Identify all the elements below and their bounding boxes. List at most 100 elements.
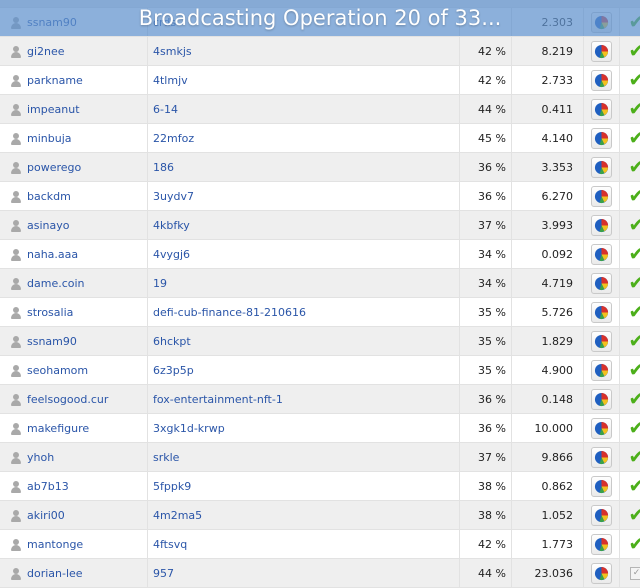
- pie-chart-button[interactable]: [591, 301, 612, 323]
- permlink-link[interactable]: 19: [153, 276, 167, 290]
- pie-chart-button[interactable]: [591, 272, 612, 294]
- checkmark-icon: ✔: [629, 330, 640, 352]
- pie-chart-button[interactable]: [591, 156, 612, 178]
- value-cell: 4.719: [511, 268, 584, 298]
- pie-chart-button[interactable]: [591, 214, 612, 236]
- pie-chart-button[interactable]: [591, 98, 612, 120]
- pie-chart-button[interactable]: [591, 475, 612, 497]
- user-cell: dorian-lee: [0, 558, 148, 588]
- pie-cell: [583, 152, 620, 182]
- user-link[interactable]: minbuja: [27, 131, 72, 145]
- percent-cell: 38 %: [459, 471, 512, 501]
- checkmark-icon: ✔: [629, 69, 640, 91]
- pie-chart-button[interactable]: [591, 185, 612, 207]
- user-link[interactable]: gi2nee: [27, 44, 65, 58]
- pie-chart-button[interactable]: [591, 359, 612, 381]
- table-row: seohamom 6z3p5p 35 %4.900 ✔: [0, 355, 640, 385]
- permlink-link[interactable]: 4vygj6: [153, 247, 191, 261]
- user-link[interactable]: parkname: [27, 73, 83, 87]
- permlink-link[interactable]: defi-cub-finance-81-210616: [153, 305, 306, 319]
- checkmark-icon: ✔: [629, 98, 640, 120]
- user-link[interactable]: ssnam90: [27, 334, 77, 348]
- user-link[interactable]: yhoh: [27, 450, 55, 464]
- pie-chart-icon: [594, 73, 609, 87]
- percent-cell: 44 %: [459, 94, 512, 124]
- pie-chart-button[interactable]: [591, 446, 612, 468]
- user-cell: impeanut: [0, 94, 148, 124]
- user-link[interactable]: naha.aaa: [27, 247, 79, 261]
- percent-cell: 36 %: [459, 152, 512, 182]
- user-cell: seohamom: [0, 355, 148, 385]
- status-cell: ✔: [619, 413, 640, 443]
- status-cell: ✓: [619, 558, 640, 588]
- pie-chart-icon: [594, 218, 609, 232]
- pie-chart-button[interactable]: [591, 388, 612, 410]
- status-cell: ✔: [619, 65, 640, 95]
- user-link[interactable]: backdm: [27, 189, 71, 203]
- user-link[interactable]: feelsogood.cur: [27, 392, 109, 406]
- user-link[interactable]: powerego: [27, 160, 82, 174]
- percent-cell: 37 %: [459, 210, 512, 240]
- value-cell: 0.862: [511, 471, 584, 501]
- user-link[interactable]: dorian-lee: [27, 566, 83, 580]
- permlink-link[interactable]: 186: [153, 160, 174, 174]
- permlink-link[interactable]: 957: [153, 566, 174, 580]
- status-cell: ✔: [619, 181, 640, 211]
- user-link[interactable]: ab7b13: [27, 479, 69, 493]
- user-link[interactable]: mantonge: [27, 537, 84, 551]
- user-icon: [10, 45, 22, 58]
- pie-chart-button[interactable]: [591, 504, 612, 526]
- pie-chart-button[interactable]: [591, 127, 612, 149]
- user-link[interactable]: seohamom: [27, 363, 89, 377]
- permlink-link[interactable]: 5fppk9: [153, 479, 192, 493]
- checkmark-icon: ✔: [629, 243, 640, 265]
- status-cell: ✔: [619, 36, 640, 66]
- permlink-link[interactable]: 4ftsvq: [153, 537, 188, 551]
- user-icon: [10, 277, 22, 290]
- permlink-link[interactable]: srkle: [153, 450, 180, 464]
- status-cell: ✔: [619, 442, 640, 472]
- pie-chart-button[interactable]: [591, 417, 612, 439]
- status-cell: ✔: [619, 355, 640, 385]
- permlink-link[interactable]: 4m2ma5: [153, 508, 203, 522]
- status-cell: ✔: [619, 384, 640, 414]
- pie-chart-button[interactable]: [591, 533, 612, 555]
- user-cell: ab7b13: [0, 471, 148, 501]
- table-row: minbuja 22mfoz 45 %4.140 ✔: [0, 123, 640, 153]
- user-link[interactable]: akiri00: [27, 508, 65, 522]
- permlink-link[interactable]: 6-14: [153, 102, 178, 116]
- user-link[interactable]: makefigure: [27, 421, 90, 435]
- value-cell: 1.829: [511, 326, 584, 356]
- permlink-link[interactable]: fox-entertainment-nft-1: [153, 392, 283, 406]
- pie-chart-button[interactable]: [591, 69, 612, 91]
- pie-chart-button[interactable]: [591, 330, 612, 352]
- permlink-link[interactable]: 6z3p5p: [153, 363, 194, 377]
- status-cell: ✔: [619, 268, 640, 298]
- status-cell: ✔: [619, 471, 640, 501]
- permlink-link[interactable]: 6hckpt: [153, 334, 191, 348]
- pie-cell: [583, 268, 620, 298]
- permlink-link[interactable]: 22mfoz: [153, 131, 195, 145]
- permlink-link[interactable]: 3uydv7: [153, 189, 194, 203]
- checkbox-icon[interactable]: ✓: [630, 566, 640, 580]
- permlink-link[interactable]: 3xgk1d-krwp: [153, 421, 225, 435]
- pie-chart-button[interactable]: [591, 243, 612, 265]
- user-link[interactable]: dame.coin: [27, 276, 85, 290]
- permlink-link[interactable]: 4tlmjv: [153, 73, 188, 87]
- user-link[interactable]: strosalia: [27, 305, 74, 319]
- permlink-link[interactable]: 4kbfky: [153, 218, 190, 232]
- pie-chart-icon: [594, 102, 609, 116]
- checkmark-icon: ✔: [629, 417, 640, 439]
- permlink-cell: 4ftsvq: [147, 529, 460, 559]
- user-link[interactable]: impeanut: [27, 102, 80, 116]
- pie-chart-button[interactable]: [591, 40, 612, 62]
- user-link[interactable]: asinayo: [27, 218, 70, 232]
- pie-cell: [583, 239, 620, 269]
- status-cell: ✔: [619, 210, 640, 240]
- permlink-link[interactable]: 4smkjs: [153, 44, 192, 58]
- pie-chart-button[interactable]: [591, 562, 612, 584]
- pie-cell: [583, 384, 620, 414]
- checkmark-icon: ✔: [629, 272, 640, 294]
- user-icon: [10, 248, 22, 261]
